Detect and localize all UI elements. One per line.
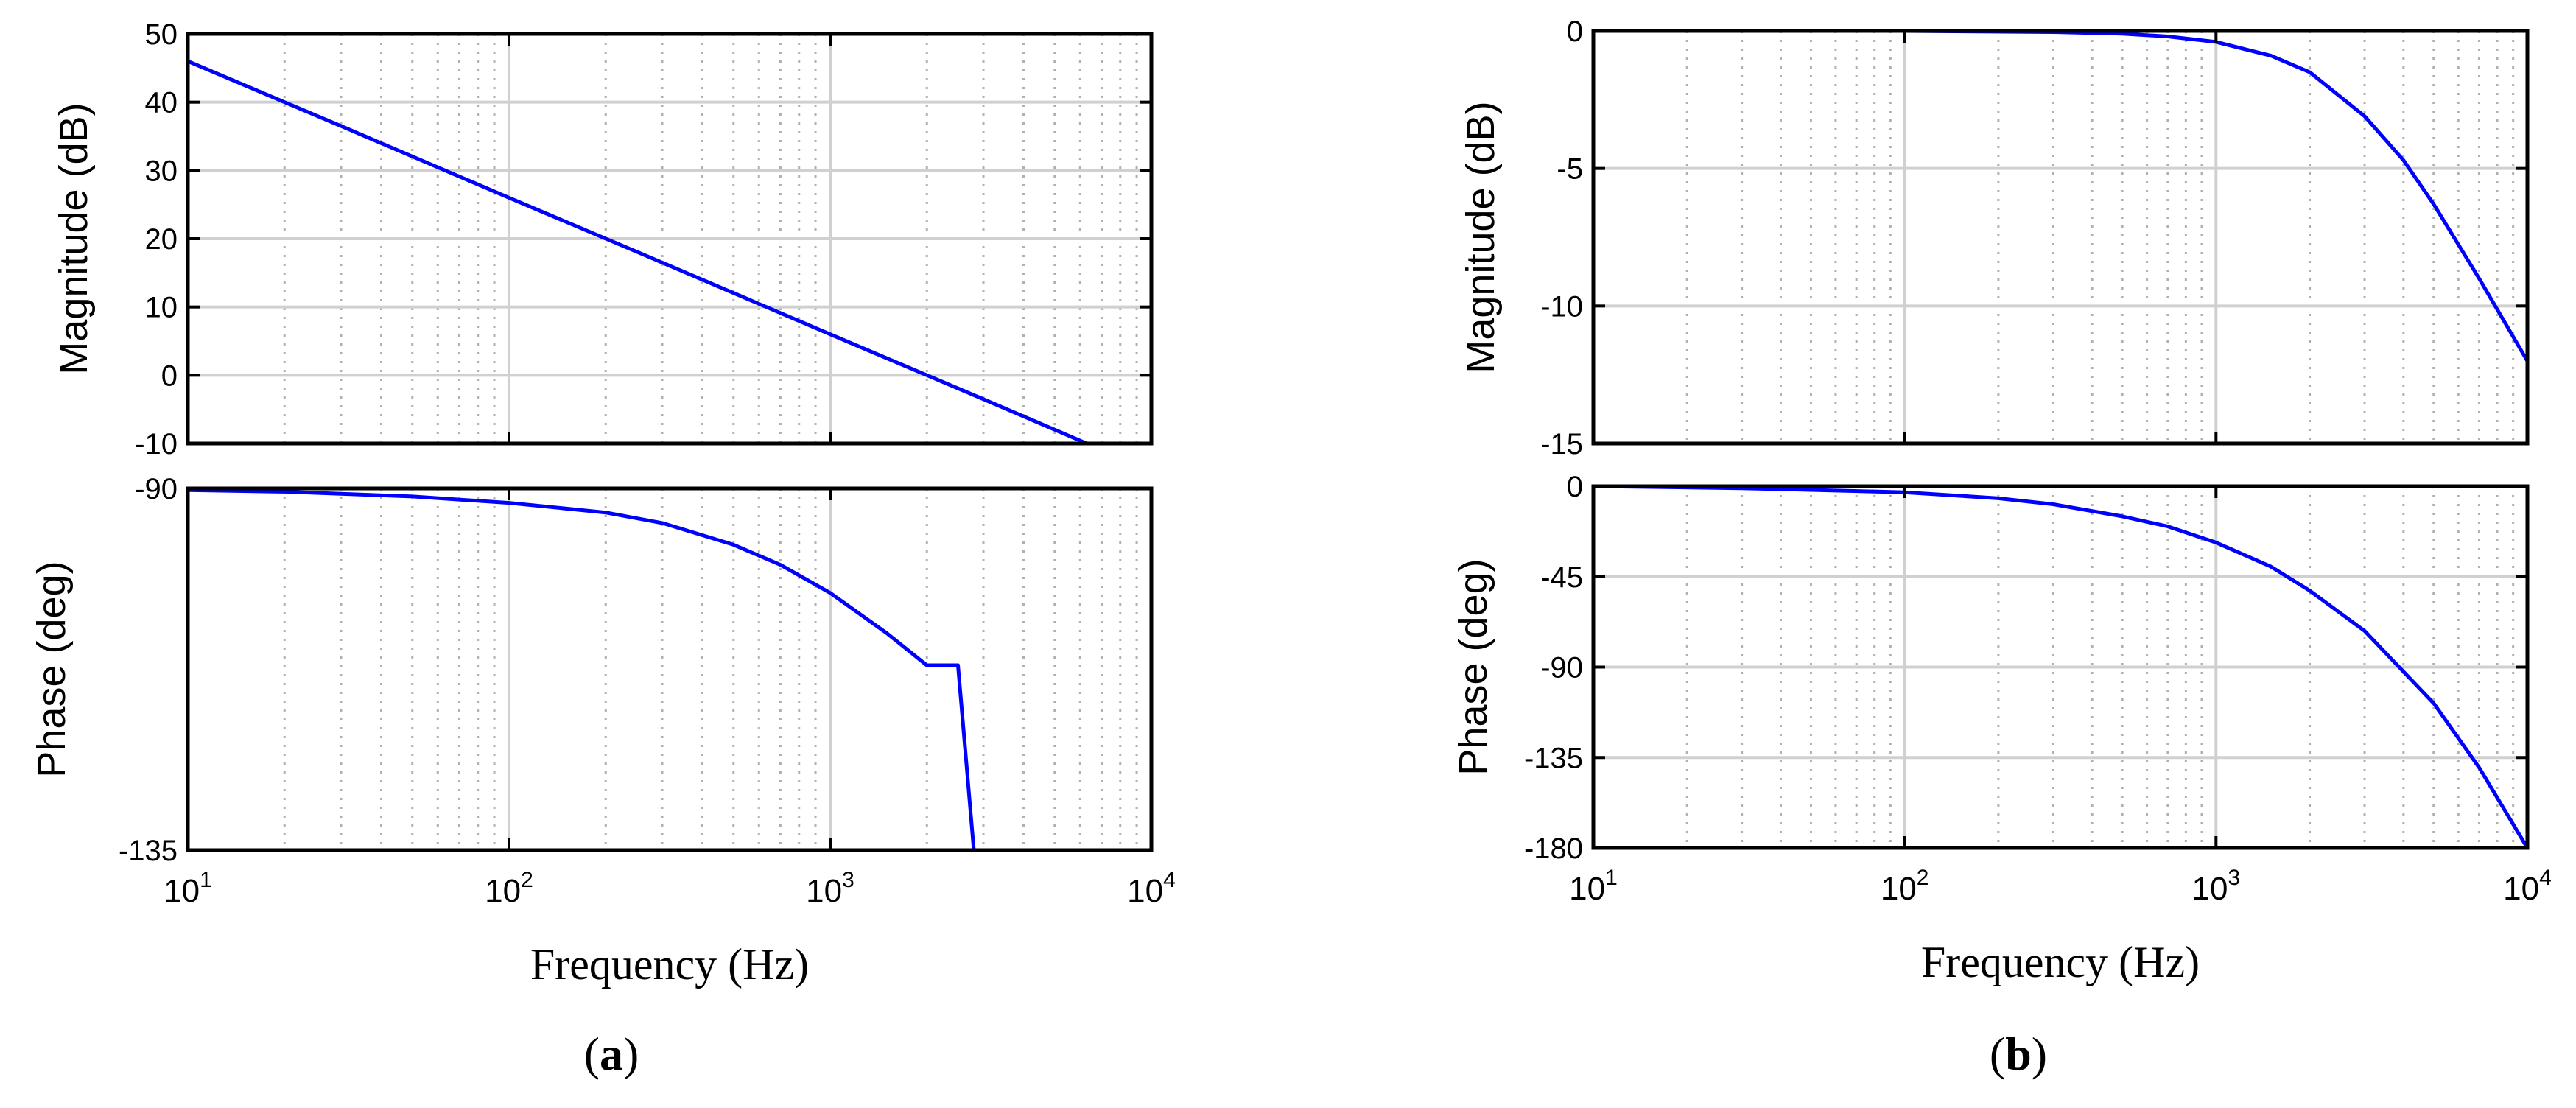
x-axis-label: Frequency (Hz)	[530, 940, 809, 989]
y-tick-label: -90	[135, 473, 178, 505]
y-tick-label: -15	[1540, 428, 1583, 460]
x-tick-label: 101	[1569, 866, 1618, 907]
series-line	[187, 488, 976, 851]
y-axis-label: Magnitude (dB)	[52, 102, 96, 374]
y-tick-label: -10	[1540, 290, 1583, 323]
y-tick-label: -180	[1524, 832, 1583, 865]
y-tick-label: 10	[145, 292, 178, 324]
plot-frame	[1591, 29, 2530, 446]
series-line	[187, 59, 1088, 446]
y-tick-label: 0	[1567, 15, 1583, 48]
x-tick-label: 101	[164, 868, 212, 909]
subplot-a-magnitude: 50 40 30 20 10 0 -10 Magnitude (dB)	[52, 18, 1154, 460]
x-tick-label: 104	[1127, 868, 1176, 909]
x-tick-label: 103	[806, 868, 854, 909]
y-axis-label: Phase (deg)	[1451, 558, 1495, 775]
y-tick-label: 0	[161, 360, 178, 392]
y-tick-label: 0	[1567, 471, 1583, 503]
subplot-b-magnitude: 0 -5 -10 -15 Magnitude (dB)	[1459, 15, 2530, 460]
y-tick-label: -135	[119, 835, 178, 867]
plot-frame	[186, 486, 1154, 852]
y-tick-label: 20	[145, 223, 178, 256]
y-axis-label: Magnitude (dB)	[1459, 101, 1503, 373]
y-tick-label: -90	[1540, 652, 1583, 684]
y-tick-label: -5	[1557, 153, 1583, 186]
y-tick-label: -10	[135, 428, 178, 460]
y-tick-label: -45	[1540, 561, 1583, 594]
y-tick-label: -135	[1524, 742, 1583, 774]
x-tick-label: 103	[2192, 866, 2241, 907]
caption-a: (a)	[584, 1028, 639, 1080]
x-tick-label: 102	[1881, 866, 1929, 907]
series-line	[1593, 484, 2530, 849]
y-tick-label: 40	[145, 87, 178, 119]
x-tick-label: 102	[485, 868, 533, 909]
y-tick-label: 50	[145, 18, 178, 51]
x-tick-label: 104	[2503, 866, 2552, 907]
caption-b: (b)	[1990, 1028, 2047, 1080]
y-axis-label: Phase (deg)	[29, 561, 74, 777]
series-line	[1593, 29, 2530, 362]
y-tick-label: 30	[145, 155, 178, 187]
x-axis-label: Frequency (Hz)	[1921, 938, 2200, 986]
